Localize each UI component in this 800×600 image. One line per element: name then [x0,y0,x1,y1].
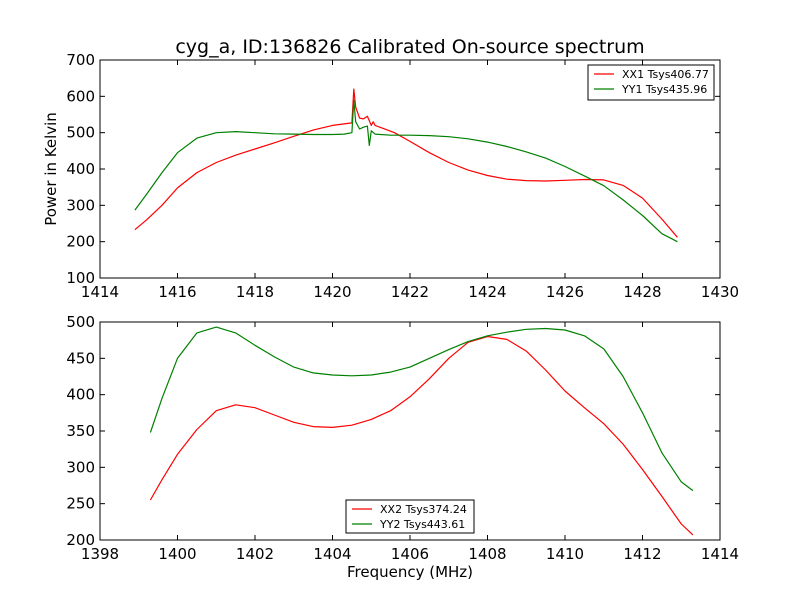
x-tick-label: 1412 [623,545,661,563]
y-tick-label: 300 [66,458,95,476]
y-tick-label: 500 [66,124,95,142]
x-tick-label: 1400 [158,545,196,563]
x-ticks: 1414 1416 1418 1420 1422 1424 1426 1428 1430 [81,60,739,301]
y-tick-label: 350 [66,422,95,440]
series-line-yy1 [134,99,678,243]
x-tick-label: 1402 [236,545,274,563]
y-tick-label: 450 [66,349,95,367]
x-ticks: 1398 1400 1402 1404 1406 1408 1410 1412 1414 [81,322,739,563]
series-group [134,88,678,243]
x-tick-label: 1430 [701,283,739,301]
y-tick-label: 200 [66,531,95,549]
legend-box [345,499,475,534]
y-tick-label: 250 [66,495,95,513]
series-line-xx2 [149,335,694,536]
x-tick-label: 1422 [391,283,429,301]
x-tick-label: 1410 [546,545,584,563]
y-ticks: 100 200 300 400 500 600 700 [66,51,720,287]
x-tick-label: 1416 [158,283,196,301]
y-tick-label: 400 [66,160,95,178]
series-line-xx1 [134,88,678,238]
x-tick-label: 1426 [546,283,584,301]
x-tick-label: 1418 [236,283,274,301]
x-tick-label: 1424 [468,283,506,301]
y-tick-label: 400 [66,386,95,404]
legend: XX2 Tsys374.24 YY2 Tsys443.61 [345,499,475,534]
upper-panel: cyg_a, ID:136826 Calibrated On-source sp… [42,36,739,301]
legend-label-yy1: YY1 Tsys435.96 [621,83,707,96]
legend-box [587,64,715,101]
x-tick-label: 1420 [313,283,351,301]
x-tick-label: 1404 [313,545,351,563]
x-tick-label: 1398 [81,545,119,563]
x-tick-label: 1406 [391,545,429,563]
x-tick-label: 1414 [701,545,739,563]
legend-label-xx1: XX1 Tsys406.77 [622,68,709,81]
plot-frame [99,321,721,541]
y-axis-label: Power in Kelvin [42,112,60,226]
lower-panel: Frequency (MHz) 1398 1400 1402 1404 1406 1408… [66,313,739,581]
y-ticks: 200 250 300 350 400 450 500 [66,313,720,549]
series-line-yy2 [149,326,694,492]
x-axis-label: Frequency (MHz) [347,563,473,581]
y-tick-label: 500 [66,313,95,331]
y-tick-label: 600 [66,87,95,105]
x-tick-label: 1428 [623,283,661,301]
y-tick-label: 300 [66,196,95,214]
y-tick-label: 700 [66,51,95,69]
x-tick-label: 1408 [468,545,506,563]
plot-frame [99,59,721,279]
y-tick-label: 100 [66,269,95,287]
x-tick-label: 1414 [81,283,119,301]
legend-label-xx2: XX2 Tsys374.24 [380,503,467,516]
chart-title: cyg_a, ID:136826 Calibrated On-source sp… [175,36,644,58]
legend: XX1 Tsys406.77 YY1 Tsys435.96 [587,64,715,101]
series-group [149,326,694,536]
legend-label-yy2: YY2 Tsys443.61 [379,518,465,531]
y-tick-label: 200 [66,233,95,251]
